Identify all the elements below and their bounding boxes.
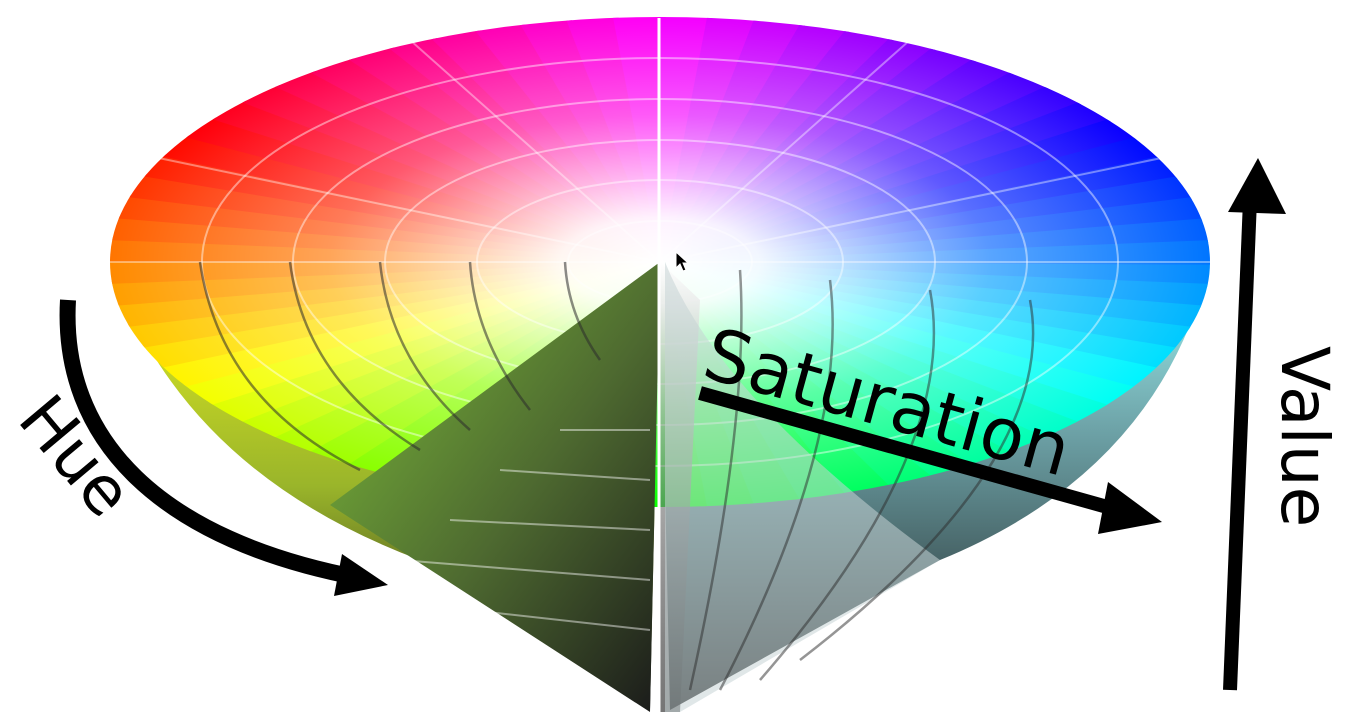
value-arrow [1230, 200, 1250, 690]
hue-label: Hue [4, 381, 148, 532]
value-label: Value [1266, 346, 1343, 527]
value-arrow-head [1228, 158, 1286, 214]
hue-arrow-head [334, 554, 388, 596]
saturation-arrow-head [1098, 482, 1162, 534]
